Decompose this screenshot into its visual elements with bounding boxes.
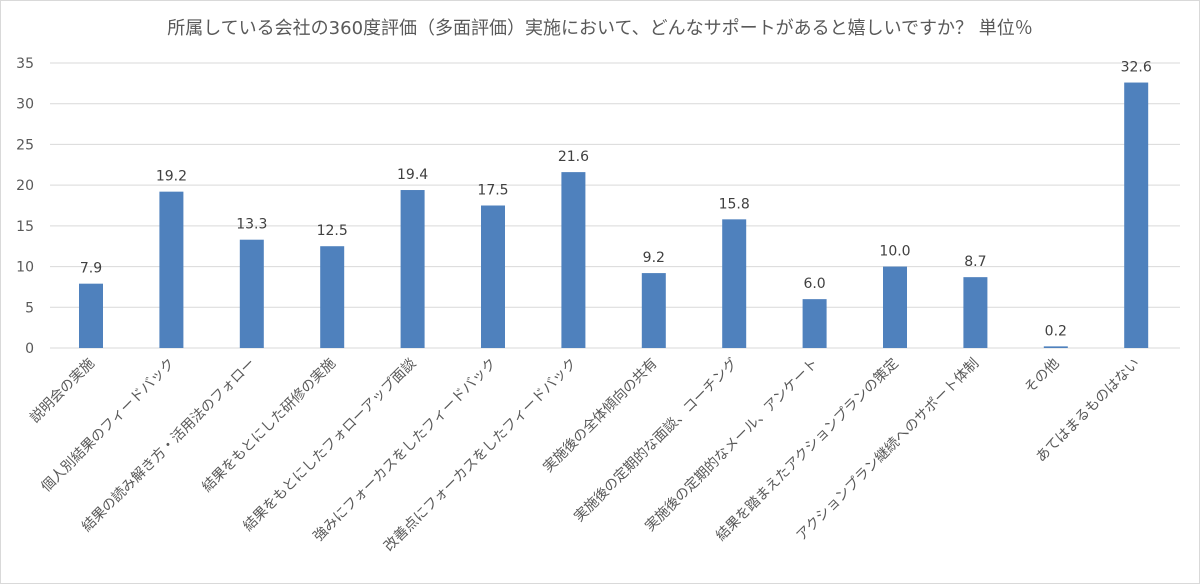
data-label: 32.6 xyxy=(1121,60,1152,76)
data-label: 15.8 xyxy=(719,196,750,212)
bar xyxy=(722,219,747,348)
y-tick-label: 20 xyxy=(16,178,34,194)
data-label: 13.3 xyxy=(236,217,267,233)
y-axis: 0 5 10 15 20 25 30 35 xyxy=(16,56,34,357)
y-tick-label: 15 xyxy=(16,219,34,235)
gridlines xyxy=(50,62,1180,349)
data-label: 17.5 xyxy=(477,183,508,199)
data-label: 0.2 xyxy=(1045,323,1067,339)
bar xyxy=(883,266,907,348)
y-tick-label: 0 xyxy=(25,341,34,357)
data-labels: 7.9 19.2 13.3 12.5 19.4 17.5 21.6 9.2 15.8 6.0 10.… xyxy=(80,60,1152,340)
bars xyxy=(79,82,1149,349)
bar xyxy=(481,205,505,348)
bar xyxy=(561,172,586,348)
data-label: 19.2 xyxy=(156,169,187,185)
bar xyxy=(963,277,988,348)
bar xyxy=(802,299,827,348)
bar xyxy=(159,191,184,348)
data-label: 10.0 xyxy=(879,244,910,260)
y-tick-label: 10 xyxy=(16,260,34,276)
data-label: 8.7 xyxy=(964,254,986,270)
data-label: 9.2 xyxy=(643,250,665,266)
data-label: 12.5 xyxy=(317,223,348,239)
y-tick-label: 5 xyxy=(25,300,34,316)
data-label: 19.4 xyxy=(397,167,428,183)
bar xyxy=(1124,82,1149,349)
bar xyxy=(79,283,103,348)
data-label: 7.9 xyxy=(80,261,102,277)
data-label: 6.0 xyxy=(803,276,825,292)
chart-title: 所属している会社の360度評価（多面評価）実施において、どんなサポートがあると嬉… xyxy=(167,18,1033,39)
y-tick-label: 25 xyxy=(16,137,34,153)
bar xyxy=(1043,346,1068,348)
bar xyxy=(641,273,666,348)
bar xyxy=(320,246,345,348)
data-label: 21.6 xyxy=(558,149,589,165)
bar xyxy=(400,190,425,348)
y-tick-label: 35 xyxy=(16,56,34,72)
bar xyxy=(239,239,264,348)
y-tick-label: 30 xyxy=(16,97,34,113)
